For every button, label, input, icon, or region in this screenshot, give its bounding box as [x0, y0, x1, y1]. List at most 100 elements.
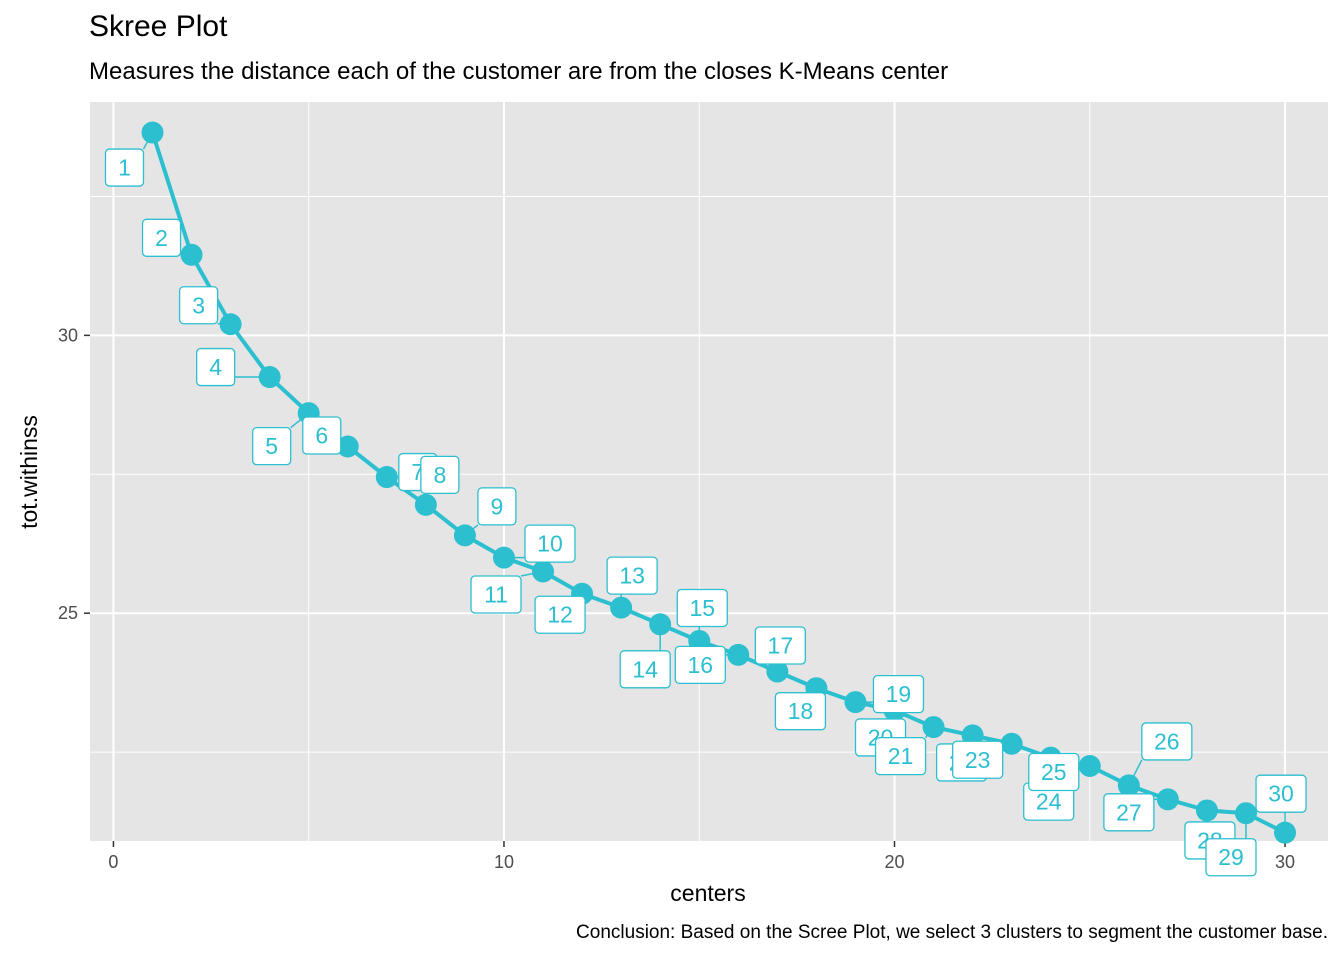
point-label: 23 — [952, 740, 1004, 779]
point-label-text: 8 — [433, 462, 446, 488]
point-label-text: 23 — [965, 747, 991, 773]
data-points — [141, 121, 1297, 844]
point-label-text: 5 — [265, 433, 278, 459]
point-label: 26 — [1141, 722, 1193, 761]
point-label-box — [874, 736, 927, 776]
point-label-text: 26 — [1154, 728, 1180, 754]
data-point — [610, 596, 633, 619]
y-axis-title: tot.withinss — [16, 415, 42, 529]
chart-title: Skree Plot — [89, 10, 228, 43]
point-label-text: 11 — [484, 582, 508, 608]
point-label-text: 12 — [547, 602, 573, 628]
point-label-text: 6 — [315, 422, 328, 448]
point-label-text: 24 — [1036, 789, 1062, 815]
point-label-box — [195, 347, 236, 387]
point-label: 10 — [524, 524, 576, 563]
point-label: 30 — [1255, 774, 1307, 813]
data-point — [1274, 821, 1297, 844]
data-point — [258, 366, 281, 389]
point-label: 18 — [774, 692, 827, 731]
point-label: 6 — [302, 416, 342, 455]
data-point — [492, 546, 515, 569]
point-label-text: 13 — [619, 563, 645, 589]
point-label-box — [104, 148, 145, 187]
point-label-text: 14 — [632, 656, 658, 682]
data-point — [375, 466, 398, 489]
point-label-box — [302, 416, 342, 455]
point-label-text: 21 — [888, 743, 914, 769]
point-label-box — [952, 740, 1004, 779]
point-label: 8 — [420, 455, 460, 494]
data-point — [453, 524, 476, 547]
point-label-box — [178, 286, 219, 325]
point-label-text: 19 — [886, 681, 912, 707]
point-label: 1 — [104, 148, 145, 187]
point-label: 24 — [1023, 782, 1075, 821]
x-axis-title: centers — [670, 880, 745, 906]
x-tick-label: 10 — [494, 852, 514, 872]
point-label: 12 — [534, 595, 586, 634]
point-label-box — [477, 487, 517, 526]
data-point — [844, 691, 867, 714]
point-label-text: 4 — [209, 354, 222, 380]
point-label: 16 — [674, 645, 726, 685]
point-label-text: 17 — [768, 633, 794, 659]
grid-lines — [90, 102, 1328, 841]
point-label-box — [141, 218, 182, 257]
point-labels: 1234567891011121314151617181920212223242… — [104, 148, 1307, 877]
data-point — [727, 643, 750, 666]
point-label: 13 — [606, 556, 658, 595]
point-label-text: 15 — [689, 595, 715, 621]
axes: 0 10 20 30 25 30 — [58, 325, 1295, 872]
point-label: 4 — [195, 347, 236, 387]
point-label: 27 — [1103, 793, 1155, 832]
point-label-box — [1141, 722, 1193, 761]
point-label-box — [1255, 774, 1307, 813]
point-label-text: 10 — [537, 531, 563, 557]
x-tick-label: 20 — [884, 852, 904, 872]
point-label: 5 — [252, 427, 292, 466]
point-label-box — [606, 556, 658, 595]
point-label-text: 9 — [491, 493, 504, 519]
x-tick-label: 0 — [108, 852, 118, 872]
data-point — [1117, 774, 1140, 797]
data-point — [1078, 754, 1101, 777]
point-label-text: 2 — [155, 225, 168, 251]
point-label: 25 — [1028, 752, 1080, 792]
point-label-box — [524, 524, 576, 563]
point-label: 29 — [1205, 838, 1257, 877]
data-point — [649, 613, 672, 636]
point-label: 3 — [178, 286, 219, 325]
point-label-box — [619, 650, 671, 689]
data-point — [141, 121, 164, 144]
point-label-box — [470, 575, 522, 614]
data-point — [1156, 788, 1179, 811]
point-label: 15 — [676, 588, 728, 628]
point-label-text: 30 — [1268, 781, 1294, 807]
data-point — [766, 660, 789, 683]
point-label-box — [1103, 793, 1155, 832]
point-label-box — [676, 588, 728, 628]
point-label: 19 — [872, 674, 925, 714]
data-point — [219, 313, 242, 336]
y-tick-label: 25 — [58, 603, 78, 623]
point-label: 21 — [874, 736, 927, 776]
point-label: 9 — [477, 487, 517, 526]
x-tick-label: 30 — [1275, 852, 1295, 872]
plot-panel — [90, 102, 1328, 841]
chart-caption: Conclusion: Based on the Scree Plot, we … — [576, 922, 1328, 943]
point-label-text: 25 — [1041, 759, 1067, 785]
point-label: 11 — [470, 575, 522, 614]
point-label-text: 29 — [1218, 844, 1244, 870]
point-label-box — [1205, 838, 1257, 877]
data-point — [414, 493, 437, 516]
point-label-box — [534, 595, 586, 634]
point-label-box — [872, 674, 925, 714]
point-label-text: 1 — [118, 155, 131, 181]
point-label: 2 — [141, 218, 182, 257]
data-point — [922, 716, 945, 739]
point-label-box — [774, 692, 827, 731]
point-label-box — [674, 645, 726, 685]
point-label-box — [252, 427, 292, 466]
data-point — [336, 435, 359, 458]
